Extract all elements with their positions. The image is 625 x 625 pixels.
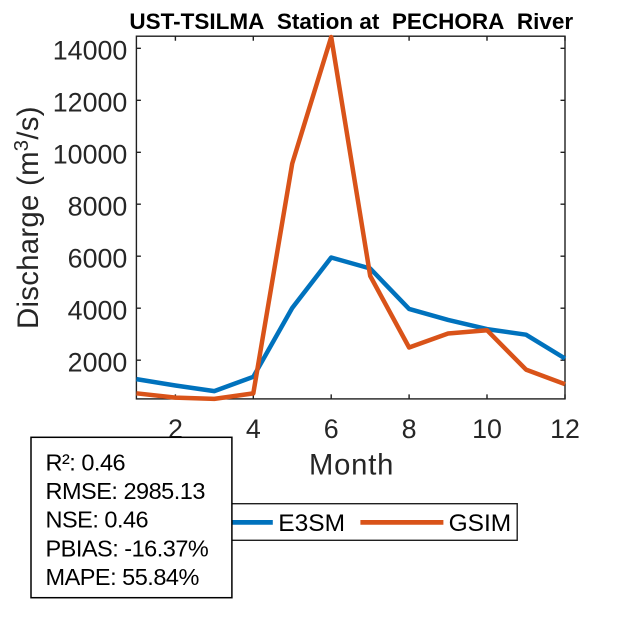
svg-text:MAPE: 55.84%: MAPE: 55.84% xyxy=(46,564,200,590)
svg-text:12000: 12000 xyxy=(53,88,128,118)
svg-text:E3SM: E3SM xyxy=(278,510,345,537)
svg-text:GSIM: GSIM xyxy=(449,510,512,537)
svg-text:4000: 4000 xyxy=(68,296,128,326)
svg-text:8: 8 xyxy=(402,414,417,444)
svg-text:Month: Month xyxy=(309,450,394,482)
svg-text:12: 12 xyxy=(550,414,580,444)
svg-text:2: 2 xyxy=(168,414,183,444)
svg-text:UST-TSILMA Station at PECHOR: UST-TSILMA Station at PECHORA River xyxy=(129,9,573,34)
svg-text:8000: 8000 xyxy=(68,192,128,222)
svg-text:PBIAS: -16.37%: PBIAS: -16.37% xyxy=(46,535,209,561)
svg-text:2000: 2000 xyxy=(68,348,128,378)
svg-text:6000: 6000 xyxy=(68,244,128,274)
svg-text:RMSE: 2985.13: RMSE: 2985.13 xyxy=(46,478,206,504)
svg-text:4: 4 xyxy=(246,414,261,444)
svg-text:10: 10 xyxy=(472,414,502,444)
svg-text:Discharge (m3/s): Discharge (m3/s) xyxy=(11,106,45,329)
svg-text:10000: 10000 xyxy=(53,140,128,170)
svg-text:R²: 0.46: R²: 0.46 xyxy=(46,449,126,475)
svg-text:6: 6 xyxy=(324,414,339,444)
svg-text:14000: 14000 xyxy=(53,36,128,66)
svg-text:NSE: 0.46: NSE: 0.46 xyxy=(46,507,149,533)
